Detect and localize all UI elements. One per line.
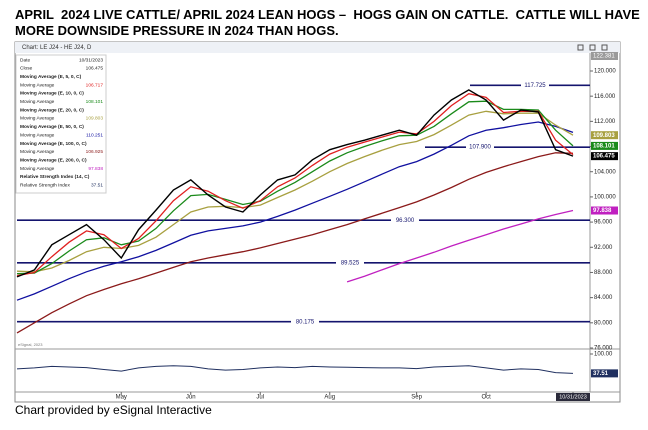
level-label: 80.175	[296, 319, 315, 325]
level-label-bg	[466, 143, 494, 152]
series-line	[16, 89, 574, 278]
axis-top-tag	[591, 52, 618, 60]
level-label: 117.725	[524, 83, 546, 89]
series-line	[16, 152, 574, 334]
y-tick-label: 84.000	[594, 295, 613, 301]
legend-label: Moving Average (E, 20, 0, C)	[20, 107, 84, 113]
legend-label: Relative Strength Index	[20, 183, 70, 189]
legend-value: 10/31/2023	[79, 57, 103, 63]
series-line	[16, 365, 574, 374]
legend-value: 106.475	[86, 66, 104, 72]
chart-window	[14, 41, 621, 403]
chart-header: Chart: LE J24 - HE J24, D	[22, 45, 92, 51]
legend-value: 37.51	[91, 183, 103, 189]
legend-label: Moving Average (E, 5, 0, C)	[20, 74, 82, 80]
page-title: APRIL 2024 LIVE CATTLE/ APRIL 2024 LEAN …	[15, 7, 644, 38]
legend-label: Moving Average (E, 100, 0, C)	[20, 141, 87, 147]
level-label-bg	[291, 317, 319, 326]
series-line	[346, 209, 574, 283]
value-tag-label: 106.475	[593, 154, 615, 160]
y-tick-label: 112.000	[594, 119, 616, 125]
value-tag-label: 109.803	[593, 133, 615, 139]
level-label-bg	[391, 216, 419, 225]
value-tag-label: 97.838	[593, 208, 612, 214]
legend-value: 106.717	[86, 82, 104, 88]
rsi-tick-label: 100.00	[594, 352, 613, 358]
value-tag-label: 37.51	[593, 371, 609, 377]
watermark: eSignal, 2023	[18, 342, 43, 347]
level-label-bg	[336, 258, 364, 267]
legend-label: Moving Average (E, 200, 0, C)	[20, 157, 87, 163]
legend-label: Moving Average	[20, 116, 55, 122]
value-tag	[591, 131, 618, 140]
x-tick-label: Oct	[481, 395, 491, 401]
value-tag	[591, 141, 618, 150]
value-tag	[591, 152, 618, 161]
x-tick-label: Aug	[324, 395, 335, 401]
value-tag	[591, 369, 618, 378]
legend-panel	[15, 54, 107, 194]
legend-value: 106.925	[86, 149, 104, 155]
window-icons	[577, 44, 608, 51]
y-tick-label: 80.000	[594, 320, 613, 326]
legend-value: 109.803	[86, 116, 104, 122]
value-tag	[591, 206, 618, 215]
legend-label: Moving Average (E, 50, 0, C)	[20, 124, 84, 130]
legend-label: Moving Average	[20, 166, 55, 172]
y-tick-label: 88.000	[594, 270, 613, 276]
y-tick-label: 104.000	[594, 169, 616, 175]
legend-label: Moving Average (E, 10, 0, C)	[20, 91, 84, 97]
window-header	[15, 42, 620, 53]
axis-top-label: 122.381	[593, 54, 615, 60]
legend-value: 97.838	[88, 166, 103, 172]
y-tick-label: 116.000	[594, 94, 616, 100]
legend-label: Moving Average	[20, 99, 55, 105]
x-tick-label: Jul	[256, 395, 264, 401]
level-label: 89.525	[341, 260, 360, 266]
level-label: 107.900	[469, 145, 491, 151]
legend-label: Close	[20, 66, 33, 72]
series-line	[16, 110, 574, 273]
footer: Chart provided by eSignal Interactive	[15, 403, 212, 417]
x-tick-label: May	[116, 395, 127, 401]
y-tick-label: 92.000	[594, 245, 613, 251]
y-tick-label: 100.000	[594, 194, 616, 200]
series-line	[16, 100, 574, 275]
legend-value: 108.101	[86, 99, 104, 105]
value-tag-label: 108.101	[593, 143, 615, 149]
y-tick-label: 76.000	[594, 346, 613, 352]
y-tick-label: 120.000	[594, 69, 616, 75]
level-label-bg	[521, 81, 549, 90]
x-tick-label: Jun	[186, 395, 196, 401]
date-tag	[556, 393, 590, 401]
legend-label: Moving Average	[20, 132, 55, 138]
x-tick-label: Sep	[411, 395, 422, 401]
series-line	[16, 121, 574, 301]
y-tick-label: 96.000	[594, 220, 613, 226]
legend-label: Moving Average	[20, 149, 55, 155]
legend-label: Relative Strength Index (14, C)	[20, 174, 90, 180]
level-label: 96.300	[396, 218, 415, 224]
legend-label: Moving Average	[20, 82, 55, 88]
legend-value: 110.251	[86, 132, 103, 138]
legend-label: Date	[20, 57, 30, 63]
x-tick-label: 10/31/2023	[559, 394, 587, 400]
